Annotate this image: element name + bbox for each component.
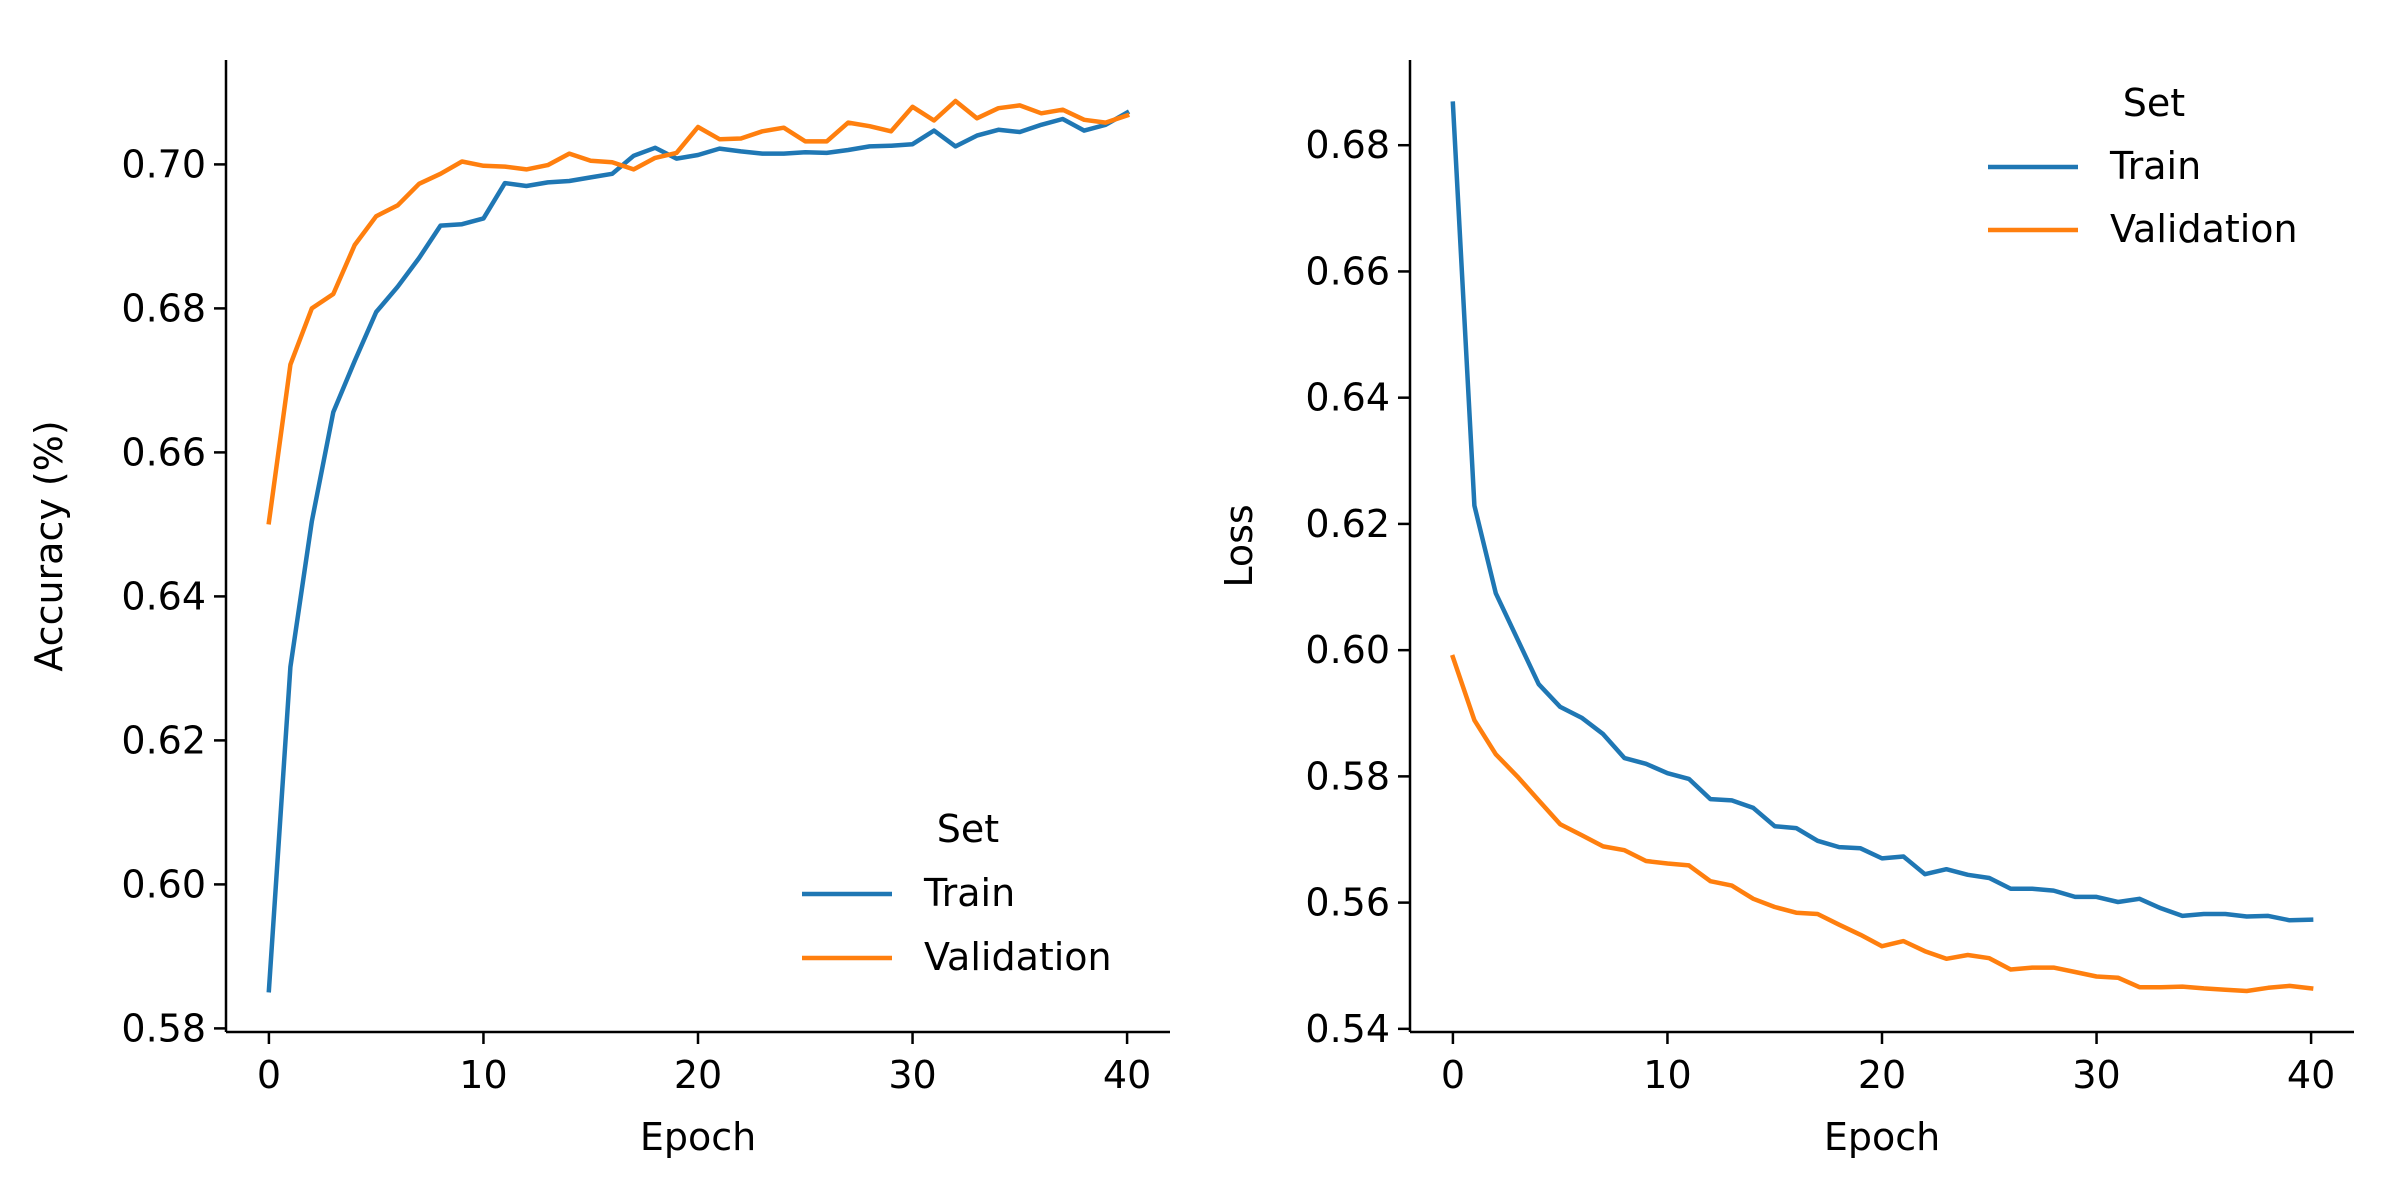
y-tick-label: 0.62 <box>1305 502 1390 546</box>
y-tick-label: 0.68 <box>1305 123 1390 167</box>
x-tick-label: 0 <box>1441 1053 1465 1097</box>
legend-title: Set <box>937 807 999 851</box>
x-tick-label: 40 <box>2287 1053 2335 1097</box>
accuracy-chart: 0 10 20 30 40 0.58 0.60 0.62 0.64 0.66 0.68 0.70 Epo… <box>27 60 1170 1159</box>
legend-entry-validation: Validation <box>924 935 1112 979</box>
x-axis-label: Epoch <box>1824 1115 1940 1159</box>
y-tick-label: 0.64 <box>121 574 206 618</box>
series-line-validation <box>266 98 1130 525</box>
y-tick-label: 0.62 <box>121 718 206 762</box>
y-tick-label: 0.70 <box>121 142 206 186</box>
x-tick-label: 30 <box>888 1053 936 1097</box>
loss-chart: 0 10 20 30 40 0.54 0.56 0.58 0.60 0.62 0.64 0.66 0.6… <box>1217 60 2354 1159</box>
x-tick-label: 30 <box>2072 1053 2120 1097</box>
legend-entry-train: Train <box>923 871 1015 915</box>
x-tick-label: 20 <box>674 1053 722 1097</box>
series-line-train <box>266 109 1131 993</box>
x-tick-label: 20 <box>1858 1053 1906 1097</box>
series-line-validation <box>1450 654 2314 994</box>
x-axis-label: Epoch <box>640 1115 756 1159</box>
x-tick-label: 10 <box>1643 1053 1691 1097</box>
x-tick-label: 40 <box>1103 1053 1151 1097</box>
y-tick-label: 0.58 <box>121 1006 206 1050</box>
legend-entry-validation: Validation <box>2110 207 2298 251</box>
y-tick-label: 0.64 <box>1305 376 1390 420</box>
y-tick-label: 0.56 <box>1305 881 1390 925</box>
series-line-train <box>1450 101 2314 923</box>
x-tick-label: 0 <box>257 1053 281 1097</box>
y-tick-label: 0.60 <box>1305 628 1390 672</box>
y-axis-label: Loss <box>1217 504 1261 587</box>
y-tick-label: 0.68 <box>121 286 206 330</box>
legend-entry-train: Train <box>2109 144 2201 188</box>
y-tick-label: 0.66 <box>1305 249 1390 293</box>
y-tick-label: 0.58 <box>1305 754 1390 798</box>
y-tick-label: 0.60 <box>121 862 206 906</box>
y-tick-label: 0.66 <box>121 430 206 474</box>
y-axis-label: Accuracy (%) <box>27 420 71 671</box>
x-tick-label: 10 <box>459 1053 507 1097</box>
legend-title: Set <box>2123 81 2185 125</box>
y-tick-label: 0.54 <box>1305 1007 1390 1051</box>
